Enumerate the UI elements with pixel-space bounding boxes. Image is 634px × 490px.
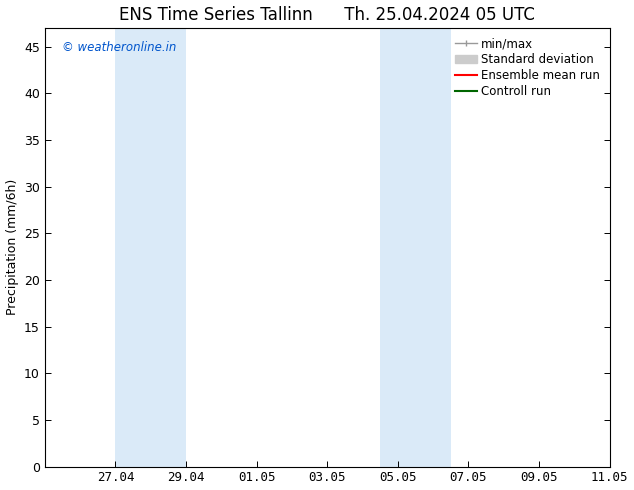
Legend: min/max, Standard deviation, Ensemble mean run, Controll run: min/max, Standard deviation, Ensemble me… — [452, 34, 604, 102]
Text: © weatheronline.in: © weatheronline.in — [61, 41, 176, 54]
Title: ENS Time Series Tallinn      Th. 25.04.2024 05 UTC: ENS Time Series Tallinn Th. 25.04.2024 0… — [119, 5, 535, 24]
Bar — [115, 28, 186, 466]
Y-axis label: Precipitation (mm/6h): Precipitation (mm/6h) — [6, 179, 18, 316]
Bar — [380, 28, 415, 466]
Bar — [415, 28, 451, 466]
